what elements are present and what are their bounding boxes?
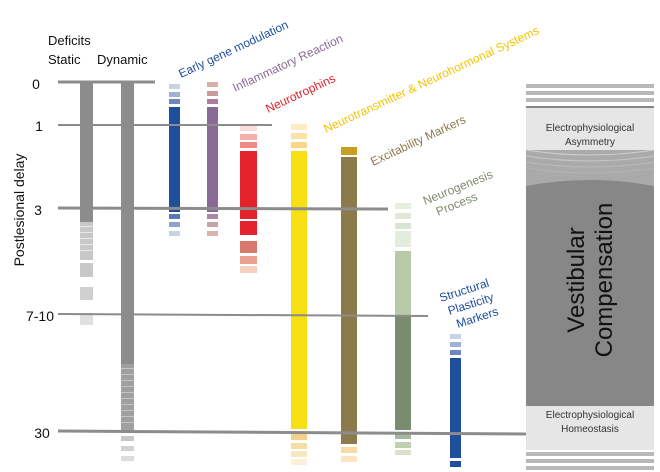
asymmetry-label-line1: Electrophysiological bbox=[546, 123, 634, 134]
early-gene-bar bbox=[169, 84, 180, 236]
dynamic-heading: Dynamic bbox=[97, 52, 148, 67]
compensation-title: Vestibular Compensation bbox=[563, 203, 618, 358]
neurotransmitter-label: Neurotransmitter & Neurohormonal Systems bbox=[321, 23, 541, 135]
homeostasis-label-line2: Homeostasis bbox=[561, 424, 619, 435]
compensation-column bbox=[525, 84, 655, 470]
neurotrophins-label: Neurotrophins bbox=[263, 71, 337, 116]
neurogenesis-label: Neurogenesis Process bbox=[421, 167, 495, 219]
delay-guide-lines bbox=[57, 80, 527, 436]
neurotrophins-bar bbox=[240, 125, 257, 273]
tick-label-0: 0 bbox=[32, 76, 40, 92]
asymmetry-label-line2: Asymmetry bbox=[565, 137, 615, 148]
inflammatory-bar bbox=[207, 82, 218, 236]
tick-label-1: 1 bbox=[35, 118, 43, 134]
deficits-heading: Deficits bbox=[48, 33, 91, 48]
neurotransmitter-bar bbox=[291, 124, 307, 465]
structural-plasticity-bar bbox=[450, 334, 461, 467]
static-heading: Static bbox=[48, 52, 81, 67]
excitability-bar bbox=[341, 147, 357, 462]
svg-text:Compensation: Compensation bbox=[591, 203, 618, 358]
excitability-label: Excitability Markers bbox=[368, 112, 468, 168]
neurogenesis-bar bbox=[395, 203, 411, 455]
dynamic-deficit-bar bbox=[121, 82, 134, 461]
structural-plasticity-label: Structural Plasticity Markers bbox=[438, 276, 500, 331]
axis-label: Postlesional delay bbox=[11, 154, 27, 267]
tick-label-3: 3 bbox=[34, 202, 42, 218]
tick-label-7-10: 7-10 bbox=[26, 308, 54, 324]
svg-text:Vestibular: Vestibular bbox=[563, 227, 590, 332]
homeostasis-label-line1: Electrophysiological bbox=[546, 410, 634, 421]
static-deficit-bar bbox=[80, 82, 93, 325]
tick-label-30: 30 bbox=[34, 425, 50, 441]
